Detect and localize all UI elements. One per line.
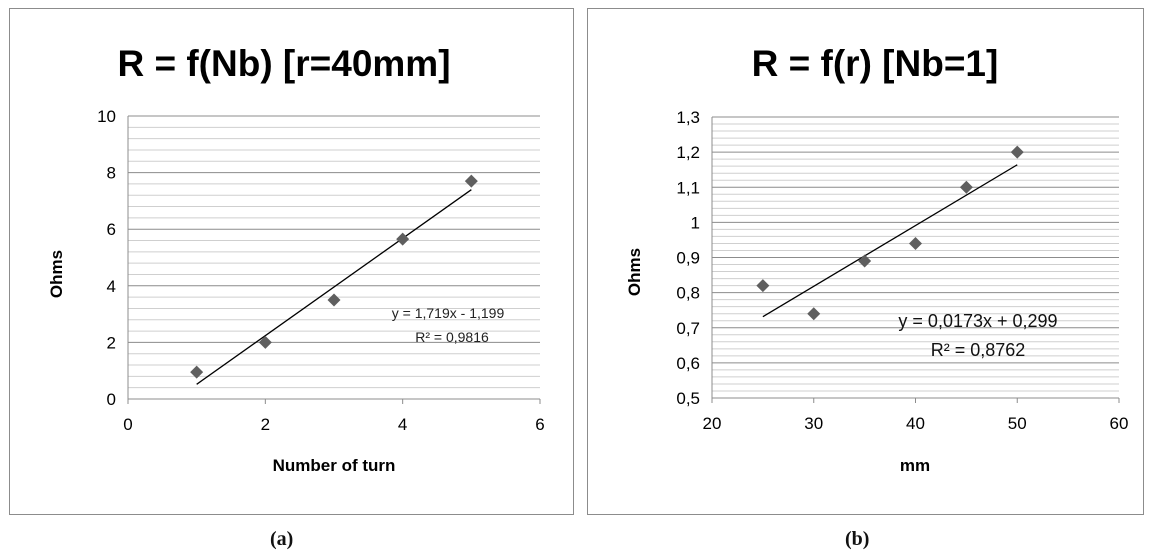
chart-a-equation: y = 1,719x - 1,199 — [392, 305, 505, 321]
chart-b-ytick-label: 1 — [691, 213, 700, 232]
chart-b: 0,5 0,6 0,7 0,8 0,9 1 1,1 1,2 1,3 20 30 40 50 60 R = … — [588, 9, 1145, 516]
chart-a-ytick-label: 4 — [107, 277, 116, 296]
chart-a-r2: R² = 0,9816 — [415, 329, 489, 345]
chart-a-trendline — [197, 190, 472, 385]
chart-b-ytick-label: 0,5 — [676, 389, 700, 408]
chart-b-panel: 0,5 0,6 0,7 0,8 0,9 1 1,1 1,2 1,3 20 30 40 50 60 R = … — [587, 8, 1144, 515]
chart-a-xtick-label: 6 — [535, 415, 544, 434]
chart-a-ylabel: Ohms — [47, 250, 66, 298]
chart-a-ytick-label: 0 — [107, 390, 116, 409]
chart-b-data-point — [1011, 146, 1024, 159]
chart-b-plot: 0,5 0,6 0,7 0,8 0,9 1 1,1 1,2 1,3 20 30 40 50 60 — [676, 108, 1128, 433]
chart-a-xtick-label: 0 — [123, 415, 132, 434]
chart-b-equation: y = 0,0173x + 0,299 — [898, 311, 1057, 331]
chart-a-data-point — [328, 293, 341, 306]
chart-b-xtick-label: 60 — [1110, 414, 1129, 433]
chart-a-xlabel: Number of turn — [273, 456, 396, 475]
caption-a: (a) — [270, 528, 293, 551]
chart-a-panel: 0 2 4 6 8 10 0 2 4 6 R = f(Nb) [r=40mm] Ohms Numb… — [9, 8, 574, 515]
chart-b-xtick-label: 20 — [703, 414, 722, 433]
chart-b-title: R = f(r) [Nb=1] — [752, 43, 999, 84]
chart-a-ytick-label: 8 — [107, 164, 116, 183]
chart-b-ytick-label: 0,8 — [676, 284, 700, 303]
chart-b-ytick-label: 1,1 — [676, 178, 700, 197]
chart-a-ytick-label: 2 — [107, 333, 116, 352]
chart-a-xtick-label: 2 — [261, 415, 270, 434]
chart-b-xtick-label: 50 — [1008, 414, 1027, 433]
chart-b-data-point — [858, 255, 871, 268]
chart-a-data-point — [259, 336, 272, 349]
chart-b-ytick-label: 1,2 — [676, 143, 700, 162]
chart-b-ytick-label: 0,7 — [676, 319, 700, 338]
chart-a-title: R = f(Nb) [r=40mm] — [117, 43, 450, 84]
chart-b-ytick-label: 0,6 — [676, 354, 700, 373]
chart-a-plot: 0 2 4 6 8 10 0 2 4 6 — [97, 107, 545, 434]
chart-a: 0 2 4 6 8 10 0 2 4 6 R = f(Nb) [r=40mm] Ohms Numb… — [10, 9, 575, 516]
chart-b-xlabel: mm — [900, 456, 930, 475]
chart-b-data-point — [909, 237, 922, 250]
chart-b-ytick-label: 1,3 — [676, 108, 700, 127]
chart-a-xtick-label: 4 — [398, 415, 407, 434]
chart-b-ylabel: Ohms — [625, 248, 644, 296]
caption-b: (b) — [845, 528, 869, 551]
chart-a-ytick-label: 10 — [97, 107, 116, 126]
chart-a-data-point — [465, 175, 478, 188]
chart-a-ytick-label: 6 — [107, 220, 116, 239]
chart-b-ytick-label: 0,9 — [676, 249, 700, 268]
chart-b-data-point — [756, 279, 769, 292]
chart-b-xtick-label: 40 — [906, 414, 925, 433]
chart-b-r2: R² = 0,8762 — [931, 340, 1026, 360]
chart-b-data-point — [807, 307, 820, 320]
chart-b-xtick-label: 30 — [804, 414, 823, 433]
